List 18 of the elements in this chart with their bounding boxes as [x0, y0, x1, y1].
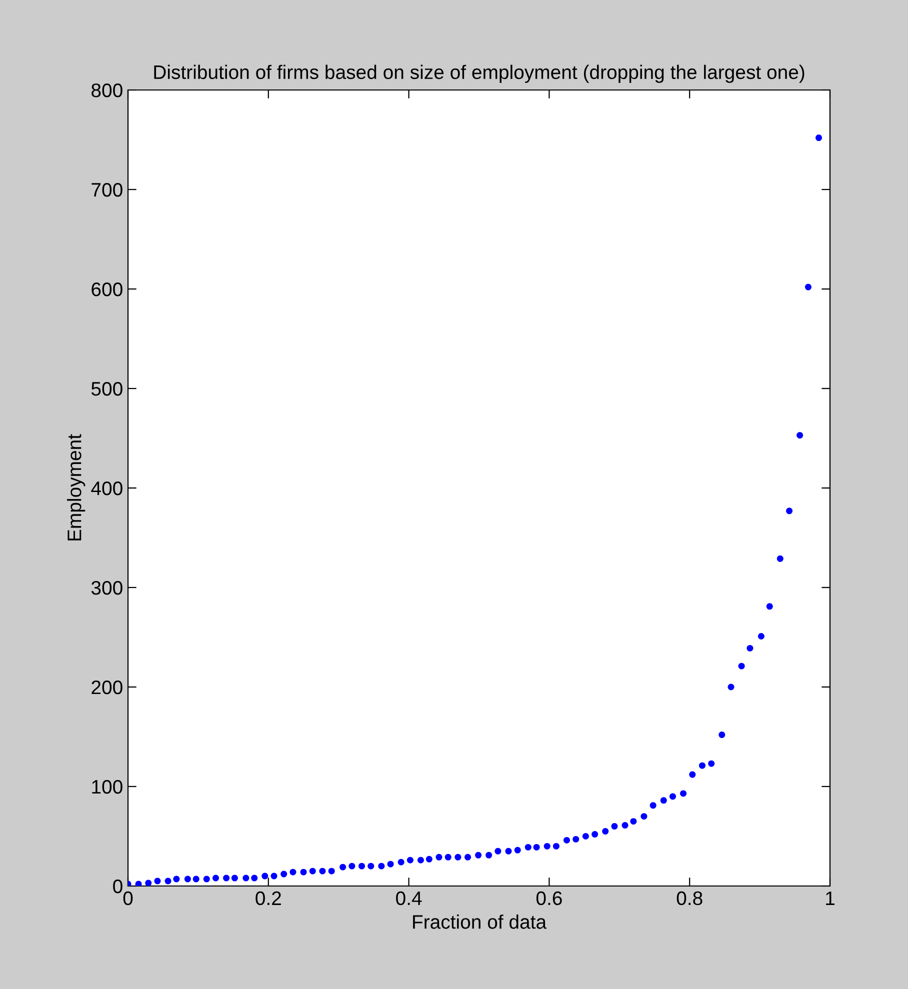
x-tick-label: 0.6: [536, 891, 562, 906]
y-tick-label: 800: [92, 83, 122, 98]
y-tick-label: 100: [92, 780, 122, 794]
y-tick-label: 300: [91, 580, 122, 595]
x-tick-label: 0.4: [396, 891, 422, 906]
x-tick-label: 1: [826, 892, 834, 905]
y-tick-label: 200: [92, 680, 122, 694]
y-tick-label: 600: [92, 282, 122, 296]
chart-title: Distribution of firms based on size of employment (dropping the largest one): [154, 64, 804, 83]
x-tick-label: 0: [123, 891, 133, 906]
x-axis-title: Fraction of data: [413, 914, 547, 929]
y-tick-label: 500: [91, 382, 122, 396]
y-axis-title: Employment: [67, 434, 86, 540]
x-tick-label: 0.8: [676, 891, 702, 906]
x-tick-label: 0.2: [256, 891, 281, 906]
y-tick-label: 0: [113, 879, 122, 894]
y-tick-label: 400: [91, 481, 122, 496]
y-tick-label: 700: [92, 182, 122, 197]
